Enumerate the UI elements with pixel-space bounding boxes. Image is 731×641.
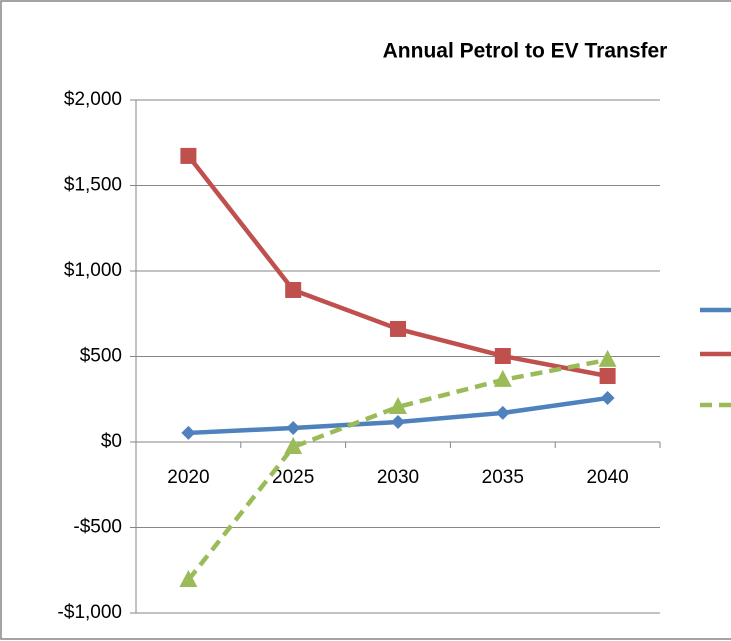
marker — [180, 147, 197, 164]
y-tick-label: -$500 — [73, 517, 122, 538]
y-tick-label: $1,000 — [64, 260, 122, 281]
marker — [493, 369, 512, 387]
marker — [179, 569, 198, 587]
x-tick-label: 2035 — [482, 467, 524, 488]
marker — [286, 420, 301, 435]
x-tick-label: 2025 — [272, 467, 314, 488]
chart-title: Annual Petrol to EV Transfer — [383, 40, 668, 63]
marker — [494, 347, 511, 364]
marker — [391, 414, 405, 429]
marker — [284, 436, 303, 454]
x-tick-label: 2040 — [586, 467, 628, 488]
x-tick-label: 2020 — [167, 467, 209, 488]
x-tick-label: 2030 — [377, 467, 419, 488]
marker — [599, 367, 616, 384]
y-tick-label: $1,500 — [64, 175, 122, 196]
marker — [389, 396, 407, 414]
marker — [598, 349, 617, 367]
marker — [495, 405, 510, 420]
marker — [390, 320, 406, 337]
y-tick-label: $500 — [80, 346, 122, 367]
marker — [600, 391, 615, 406]
y-tick-label: $0 — [101, 431, 122, 452]
marker — [181, 425, 196, 440]
marker — [285, 281, 302, 298]
y-tick-label: -$1,000 — [58, 602, 122, 623]
series-line — [186, 357, 609, 582]
y-tick-label: $2,000 — [64, 89, 122, 110]
